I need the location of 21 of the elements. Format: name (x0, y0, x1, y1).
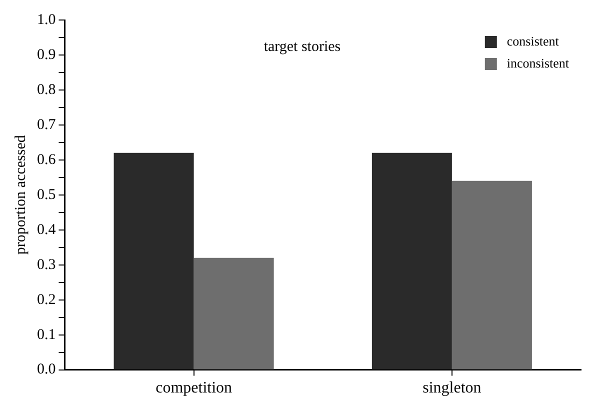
y-tick-label: 0.4 (37, 222, 56, 238)
bar (194, 258, 274, 370)
y-tick-label: 0.9 (37, 46, 56, 63)
y-tick-label: 0.5 (37, 186, 56, 203)
bar (452, 180, 532, 370)
x-tick-label: competition (156, 380, 232, 397)
y-tick-label: 0.8 (37, 82, 56, 98)
y-tick-label: 0.7 (37, 116, 56, 133)
annotation: target stories (264, 38, 341, 55)
x-tick-label: singleton (422, 380, 482, 397)
bar (114, 152, 194, 370)
y-tick-label: 0.1 (37, 326, 56, 343)
y-tick-label: 0.2 (37, 292, 56, 308)
legend-label: inconsistent (506, 55, 570, 70)
y-axis-title: proportion accessed (12, 134, 29, 255)
y-tick-label: 0.6 (37, 152, 56, 168)
bar (372, 152, 452, 370)
y-tick-label: 0.3 (37, 256, 56, 273)
legend-label: consistent (506, 33, 560, 48)
y-tick-label: 1.0 (37, 12, 56, 28)
y-tick-label: 0.0 (37, 362, 56, 378)
